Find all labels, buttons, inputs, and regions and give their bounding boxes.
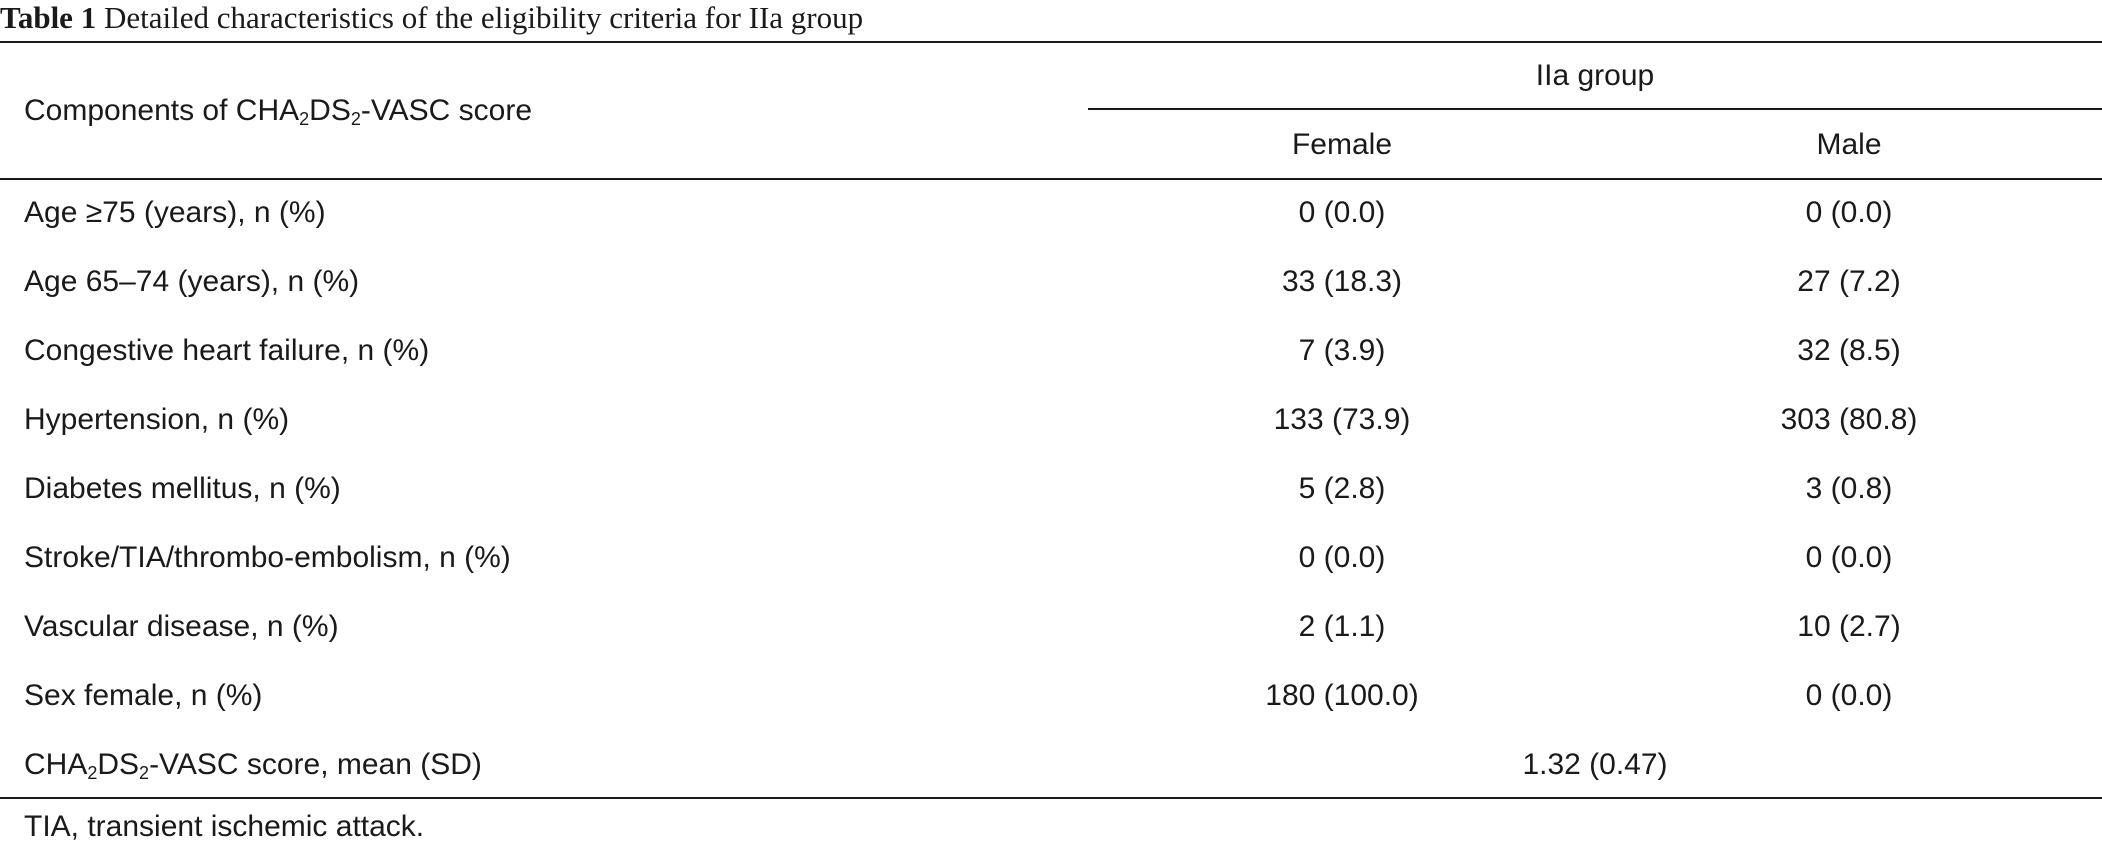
score-value: 1.32 (0.47) (1522, 748, 1668, 781)
female-value: 180 (100.0) (1265, 679, 1419, 712)
stub-column-header: Components of CHA2DS2-VASC score (24, 93, 532, 129)
table-caption: Table 1 Detailed characteristics of the … (0, 0, 863, 40)
stub-header-subscript: 2 (299, 109, 310, 129)
female-value: 7 (3.9) (1298, 334, 1386, 367)
male-value: 0 (0.0) (1805, 679, 1893, 712)
stub-header-subscript: 2 (350, 109, 361, 129)
group-spanner-rule (1088, 108, 2102, 110)
score-label-text: CHA (24, 748, 88, 781)
female-value: 0 (0.0) (1298, 196, 1386, 229)
table-number: Table 1 (0, 0, 97, 35)
score-row-label: CHA2DS2-VASC score, mean (SD) (24, 747, 482, 783)
row-label: Sex female, n (%) (24, 679, 263, 712)
female-value: 33 (18.3) (1281, 265, 1403, 298)
score-label-subscript: 2 (139, 763, 150, 783)
bottom-rule (0, 797, 2102, 799)
male-value: 32 (8.5) (1797, 334, 1901, 367)
score-label-text: DS (97, 748, 140, 781)
row-label: Stroke/TIA/thrombo-embolism, n (%) (24, 541, 511, 574)
female-value: 5 (2.8) (1298, 472, 1386, 505)
stub-header-text: Components of CHA (24, 94, 300, 127)
table-title: Detailed characteristics of the eligibil… (103, 0, 864, 35)
row-label: Congestive heart failure, n (%) (24, 334, 430, 367)
row-label: Vascular disease, n (%) (24, 610, 339, 643)
stub-header-text: DS (309, 94, 351, 127)
female-value: 133 (73.9) (1273, 403, 1411, 436)
table-footnote: TIA, transient ischemic attack. (24, 810, 425, 843)
male-value: 10 (2.7) (1797, 610, 1901, 643)
male-column-header: Male (1816, 128, 1882, 161)
score-label-subscript: 2 (87, 763, 98, 783)
row-label: Age ≥75 (years), n (%) (24, 196, 326, 229)
female-column-header: Female (1291, 128, 1393, 161)
male-value: 0 (0.0) (1805, 541, 1893, 574)
score-label-text: -VASC score, mean (SD) (149, 748, 482, 781)
row-label: Age 65–74 (years), n (%) (24, 265, 360, 298)
male-value: 303 (80.8) (1780, 403, 1918, 436)
header-rule (0, 178, 2102, 180)
top-rule (0, 41, 2102, 43)
stub-header-text: -VASC score (360, 94, 533, 127)
group-column-header: IIa group (1535, 59, 1655, 92)
row-label: Hypertension, n (%) (24, 403, 290, 436)
female-value: 0 (0.0) (1298, 541, 1386, 574)
male-value: 27 (7.2) (1797, 265, 1901, 298)
row-label: Diabetes mellitus, n (%) (24, 472, 341, 505)
female-value: 2 (1.1) (1298, 610, 1386, 643)
male-value: 3 (0.8) (1805, 472, 1893, 505)
male-value: 0 (0.0) (1805, 196, 1893, 229)
